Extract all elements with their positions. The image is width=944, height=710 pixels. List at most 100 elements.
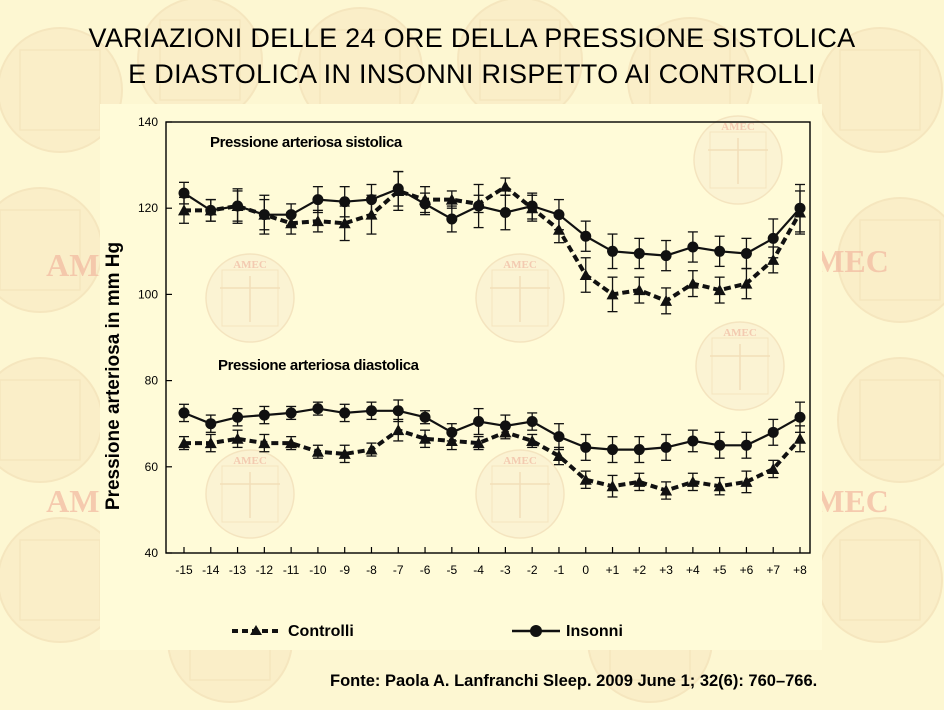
legend-controlli-label: Controlli [288, 623, 354, 640]
x-tick-label: -5 [446, 563, 457, 577]
data-point-circle [687, 435, 699, 447]
data-point-circle [365, 405, 377, 417]
x-tick-label: +2 [632, 563, 646, 577]
data-point-circle [767, 232, 779, 244]
vitruvian-watermark-icon [837, 197, 944, 323]
chart-watermark-label: AMEC [503, 455, 537, 467]
legend-insonni-label: Insonni [566, 623, 623, 640]
data-point-triangle [660, 294, 673, 306]
x-tick-label: -15 [175, 563, 193, 577]
vitruvian-watermark-icon [0, 27, 123, 153]
y-tick-label: 120 [138, 201, 158, 215]
data-point-triangle [633, 284, 646, 296]
x-tick-label: -11 [283, 563, 300, 577]
chart-watermark-label: AMEC [723, 327, 757, 339]
data-point-circle [312, 403, 324, 415]
watermark-square [0, 209, 81, 291]
data-point-triangle [713, 284, 726, 296]
series-controlli-diastolica [178, 418, 806, 500]
data-point-triangle [740, 475, 753, 487]
data-point-circle [526, 200, 538, 212]
series-line [184, 184, 802, 304]
source-citation: Fonte: Paola A. Lanfranchi Sleep. 2009 J… [330, 672, 818, 690]
watermark-circle [837, 357, 944, 483]
data-point-circle [499, 207, 511, 219]
blood-pressure-chart: AMEC AMEC AMEC AMEC AMEC AMEC 40 60 80 100 120 140 -… [100, 104, 822, 650]
data-point-circle [553, 431, 565, 443]
legend-controlli-triangle [250, 625, 262, 635]
chart-watermark-icon: AMEC [695, 321, 785, 411]
y-tick-label: 40 [145, 546, 159, 560]
data-point-circle [580, 441, 592, 453]
data-point-triangle [740, 277, 753, 289]
vitruvian-watermark-icon [817, 517, 943, 643]
chart-watermark-square [709, 131, 767, 189]
data-point-circle [392, 405, 404, 417]
data-point-triangle [178, 204, 190, 216]
data-point-triangle [606, 288, 619, 300]
watermark-square [859, 379, 941, 461]
x-tick-label: -3 [500, 563, 511, 577]
watermark-square [859, 219, 941, 301]
data-point-triangle [606, 480, 619, 492]
data-point-circle [660, 250, 672, 262]
y-axis-label: Pressione arteriosa in mm Hg [103, 242, 124, 510]
data-point-circle [499, 420, 511, 432]
x-tick-label: -14 [202, 563, 220, 577]
data-point-circle [580, 230, 592, 242]
data-point-circle [473, 200, 485, 212]
data-point-triangle [767, 462, 780, 474]
chart-watermark-label: AMEC [233, 259, 267, 271]
chart-watermark-icon: AMEC [205, 253, 295, 343]
data-point-triangle [445, 193, 458, 205]
data-point-triangle [258, 437, 271, 449]
chart-watermark-square [711, 337, 769, 395]
y-tick-label: 140 [138, 115, 158, 129]
data-point-circle [205, 204, 217, 216]
data-point-triangle [499, 180, 512, 192]
data-point-circle [794, 411, 806, 423]
data-point-circle [633, 444, 645, 456]
data-point-circle [205, 418, 217, 430]
data-point-triangle [178, 437, 190, 449]
data-point-circle [285, 209, 297, 221]
x-tick-label: -10 [309, 563, 327, 577]
watermark-circle [837, 197, 944, 323]
data-point-circle [687, 241, 699, 253]
data-point-circle [553, 209, 565, 221]
data-point-circle [660, 441, 672, 453]
data-point-triangle [767, 253, 780, 265]
data-point-triangle [713, 480, 726, 492]
data-point-triangle [311, 445, 324, 457]
data-point-circle [526, 416, 538, 428]
data-point-circle [607, 444, 619, 456]
data-point-triangle [579, 473, 592, 485]
data-point-triangle [552, 450, 565, 462]
data-point-triangle [686, 277, 699, 289]
data-point-circle [767, 426, 779, 438]
data-point-circle [446, 213, 458, 225]
y-tick-label: 60 [145, 460, 159, 474]
x-tick-label: +4 [686, 563, 700, 577]
x-tick-label: -1 [554, 563, 565, 577]
data-point-triangle [633, 475, 646, 487]
data-point-circle [365, 194, 377, 206]
chart-watermark-square [221, 269, 279, 327]
watermark-circle [817, 27, 943, 153]
data-point-circle [312, 194, 324, 206]
data-point-circle [633, 247, 645, 259]
data-point-circle [285, 407, 297, 419]
data-point-circle [392, 183, 404, 195]
vitruvian-watermark-icon [817, 27, 943, 153]
x-tick-label: -6 [420, 563, 431, 577]
watermark-circle [0, 27, 123, 153]
data-point-triangle [579, 269, 592, 281]
y-tick-label: 80 [145, 374, 159, 388]
data-point-circle [473, 416, 485, 428]
chart-watermark-square [221, 465, 279, 523]
data-point-triangle [338, 217, 351, 229]
x-tick-label: -12 [256, 563, 274, 577]
watermark-square [159, 19, 241, 101]
y-tick-label: 100 [138, 287, 158, 301]
x-tick-label: -4 [473, 563, 484, 577]
